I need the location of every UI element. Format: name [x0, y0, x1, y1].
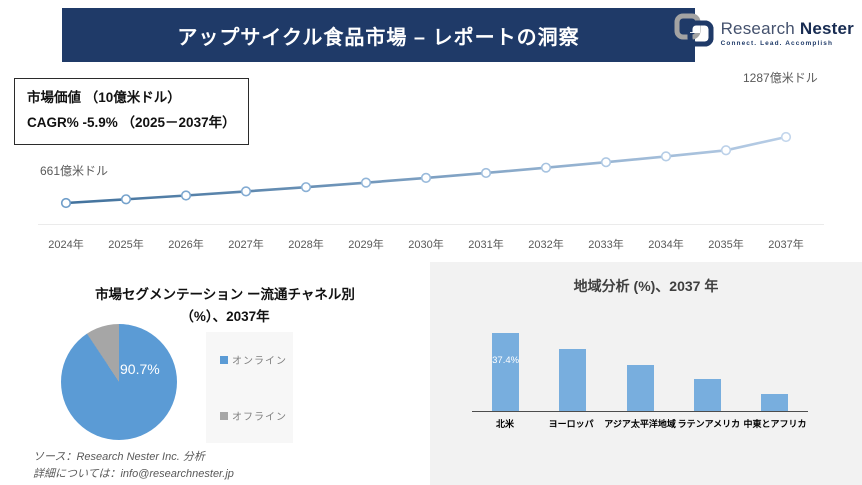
bar-4	[760, 394, 788, 411]
source-line: ソース：Research Nester Inc. 分析	[33, 451, 205, 463]
regional-analysis-bar-chart: 37.4%	[472, 312, 808, 412]
legend-label: オフライン	[232, 412, 287, 423]
line-chart-axis-line	[38, 224, 824, 225]
legend-swatch-icon	[220, 411, 228, 420]
line-marker	[300, 182, 312, 193]
line-marker	[780, 131, 792, 143]
pie-chart-title: 市場セグメンテーション ー流通チャネル別	[95, 287, 355, 302]
bar-category-label: ラテンアメリカ	[677, 419, 741, 429]
bar-column	[674, 379, 741, 411]
bar-value-label: 37.4%	[492, 355, 520, 366]
pie-legend: オンラインオフライン	[206, 332, 293, 443]
x-axis-tick-label: 2037年	[768, 239, 804, 251]
line-marker	[360, 177, 372, 188]
legend-label: オンライン	[232, 356, 287, 367]
regional-analysis-panel: 地域分析 (%)、2037 年 37.4% 北米 ヨーロッパ アジア太平洋地域 ラテン…	[430, 262, 862, 485]
x-axis-tick-label: 2026年	[168, 239, 204, 251]
line-marker	[720, 145, 732, 156]
line-marker	[120, 194, 132, 205]
x-axis-tick-label: 2024年	[48, 239, 84, 251]
legend-item: オフライン	[220, 408, 287, 423]
logo-tagline: Connect. Lead. Accomplish	[720, 39, 834, 47]
x-axis-tick-label: 2030年	[408, 239, 444, 251]
x-axis-tick-label: 2028年	[288, 239, 324, 251]
legend-item: オンライン	[220, 352, 287, 367]
bar-category-label: 北米	[496, 419, 515, 429]
source-note: ソース：Research Nester Inc. 分析 詳細については：info…	[33, 449, 234, 482]
cagr-label: CAGR% -5.9% （2025－2037年）	[27, 114, 236, 130]
pie-chart-subtitle: （%）、2037年	[180, 309, 270, 324]
line-marker	[660, 151, 672, 162]
page-title: アップサイクル食品市場 – レポートの洞察	[177, 26, 580, 49]
x-axis-tick-label: 2029年	[348, 239, 384, 251]
chain-link-logo-icon	[673, 12, 715, 53]
research-nester-logo: Research Nester Connect. Lead. Accomplis…	[673, 12, 854, 53]
line-marker	[480, 167, 492, 179]
x-axis-tick-label: 2027年	[228, 239, 264, 251]
bar-2	[626, 365, 654, 411]
bar-column: 37.4%	[472, 333, 539, 411]
bar-0: 37.4%	[492, 333, 520, 411]
line-marker	[60, 197, 72, 209]
line-marker	[240, 186, 252, 197]
distribution-channel-pie-chart	[61, 324, 177, 440]
bar-category-label: 中東とアフリカ	[743, 419, 807, 429]
bar-category-label: アジア太平洋地域	[604, 419, 676, 429]
line-series	[65, 135, 787, 205]
x-axis-tick-label: 2034年	[648, 239, 684, 251]
line-chart-x-axis: 2024年 2025年 2026年 2027年 2028年 2029年 2030年 2031年…	[0, 236, 862, 251]
bar-column	[606, 365, 673, 411]
market-value-label: 市場価値 （10億米ドル）	[27, 90, 181, 105]
x-axis-tick-label: 2025年	[108, 239, 144, 251]
line-marker	[540, 162, 552, 173]
legend-swatch-icon	[220, 355, 228, 364]
x-axis-tick-label: 2033年	[588, 239, 624, 251]
bar-category-label: ヨーロッパ	[548, 419, 594, 429]
bar-column	[539, 349, 606, 411]
brand-name: Research Nester	[720, 18, 854, 38]
market-value-line-chart	[60, 131, 792, 209]
x-axis-tick-label: 2032年	[528, 239, 564, 251]
title-banner: アップサイクル食品市場 – レポートの洞察	[62, 8, 695, 62]
line-end-value-label: 1287億米ドル	[743, 71, 818, 85]
line-marker	[420, 172, 432, 184]
logo-text: Research Nester Connect. Lead. Accomplis…	[721, 19, 854, 47]
bar-chart-x-axis: 北米 ヨーロッパ アジア太平洋地域 ラテンアメリカ 中東とアフリカ	[472, 417, 808, 430]
line-start-value-label: 661億米ドル	[40, 164, 109, 178]
pie-data-label: 90.7%	[120, 361, 160, 377]
x-axis-tick-label: 2035年	[708, 239, 744, 251]
bar-3	[693, 379, 721, 411]
bar-column	[741, 394, 808, 411]
line-marker	[600, 157, 612, 168]
bar-chart-title: 地域分析 (%)、2037 年	[573, 278, 719, 294]
bar-1	[559, 349, 587, 411]
x-axis-tick-label: 2031年	[468, 239, 504, 251]
market-value-box: 市場価値 （10億米ドル） CAGR% -5.9% （2025－2037年）	[14, 78, 249, 145]
line-marker	[180, 190, 192, 201]
contact-line: 詳細については：info@researchnester.jp	[33, 467, 234, 480]
